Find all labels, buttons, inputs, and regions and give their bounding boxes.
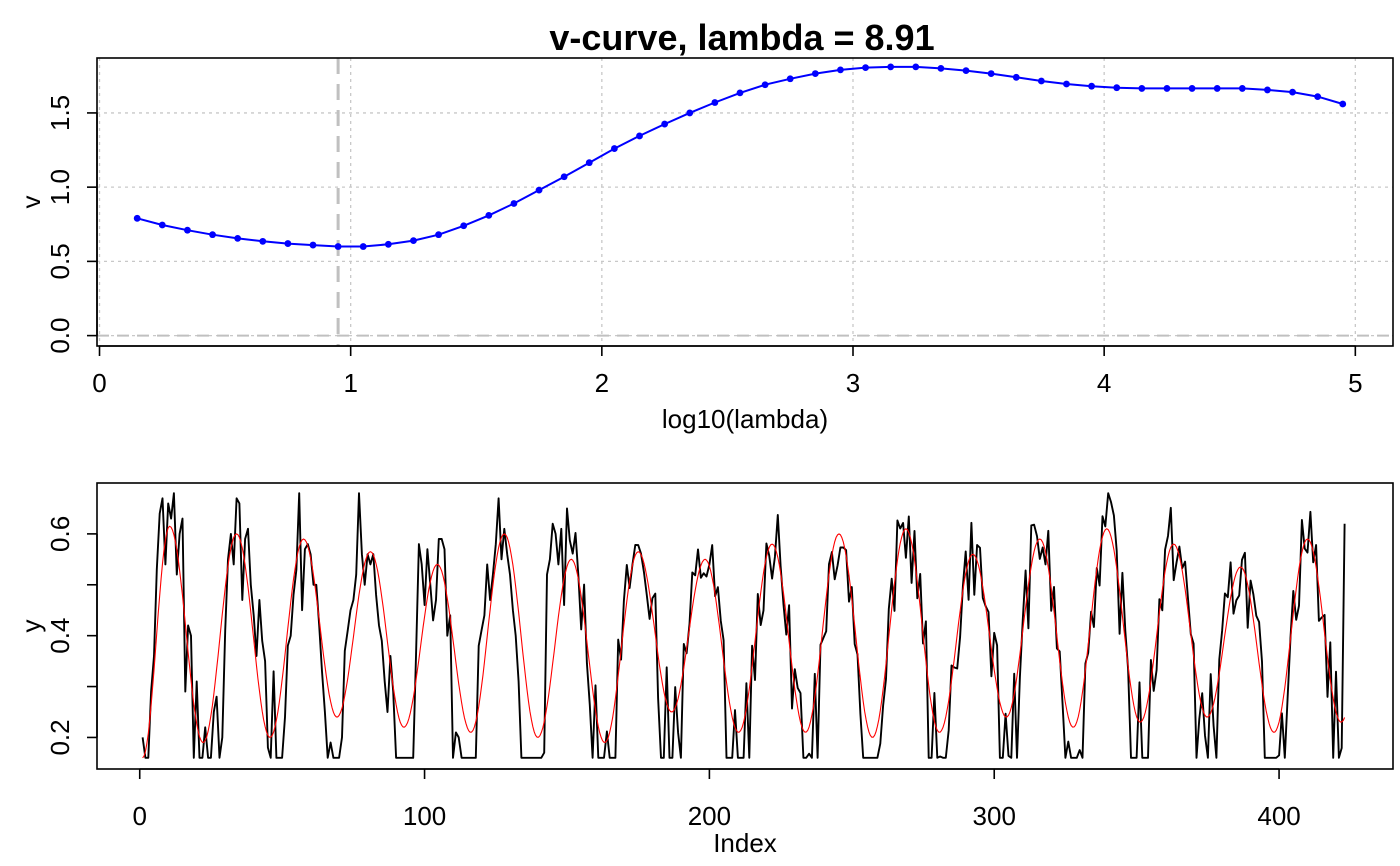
x-tick-label: 2	[595, 368, 609, 398]
v-curve-grid	[97, 58, 1393, 346]
data-point	[585, 159, 593, 167]
plot-frame	[96, 57, 1394, 347]
x-tick-label: 0	[132, 801, 146, 831]
data-point	[234, 234, 242, 242]
data-point	[987, 70, 995, 77]
series-panel: 0 100 200 300 400 0.2 0.4 0.6 Index y	[16, 482, 1394, 858]
x-axis: 0 1 2 3 4 5	[92, 345, 1363, 398]
data-point	[912, 63, 920, 71]
data-point	[460, 222, 468, 230]
data-point	[786, 75, 794, 83]
data-point	[962, 67, 970, 75]
data-point	[1289, 88, 1296, 96]
y-tick-label: 0.4	[45, 618, 75, 654]
data-point	[1037, 77, 1045, 85]
data-point	[560, 173, 568, 181]
data-point	[259, 237, 267, 245]
y-tick-label: 0.2	[45, 719, 75, 755]
data-point	[711, 99, 719, 106]
data-point	[133, 214, 141, 222]
x-tick-label: 400	[1257, 801, 1300, 831]
data-point	[1213, 85, 1221, 92]
data-point	[1088, 82, 1096, 90]
x-tick-label: 1	[343, 368, 357, 398]
x-tick-label: 300	[973, 801, 1016, 831]
x-tick-label: 200	[688, 801, 731, 831]
y-tick-label: 0.0	[45, 318, 75, 354]
chart-title: v-curve, lambda = 8.91	[549, 17, 934, 58]
data-point	[1264, 86, 1271, 94]
y-axis-label: v	[16, 196, 46, 209]
smoothed-series-line	[142, 525, 1346, 759]
x-axis: 0 100 200 300 400	[132, 768, 1301, 831]
data-point	[1113, 84, 1121, 92]
data-point	[334, 243, 342, 250]
data-point	[686, 109, 694, 117]
observed-series-line	[141, 492, 1346, 759]
v-curve-points	[133, 63, 1347, 250]
data-point	[736, 89, 744, 97]
data-point	[535, 186, 543, 194]
data-point	[1238, 85, 1246, 92]
x-tick-label: 100	[403, 801, 446, 831]
data-point	[1063, 80, 1070, 88]
x-axis-label: Index	[713, 828, 777, 858]
y-tick-label: 1.5	[45, 95, 75, 131]
plot-frame	[96, 482, 1394, 770]
data-point	[435, 231, 442, 239]
data-point	[1314, 93, 1322, 100]
y-axis-label: y	[16, 620, 46, 633]
v-curve-reference-lines	[97, 58, 1393, 346]
x-tick-label: 0	[92, 368, 106, 398]
data-point	[359, 243, 367, 250]
data-point	[1163, 85, 1171, 92]
data-point	[811, 70, 819, 77]
data-point	[887, 63, 895, 71]
data-point	[410, 237, 417, 244]
data-point	[309, 241, 317, 249]
data-point	[158, 221, 166, 229]
y-tick-label: 0.5	[45, 243, 75, 279]
data-point	[209, 231, 216, 239]
data-point	[1188, 85, 1196, 92]
data-point	[1012, 73, 1020, 81]
data-point	[636, 132, 643, 140]
data-point	[937, 64, 945, 72]
data-point	[1339, 100, 1347, 108]
x-axis-label: log10(lambda)	[662, 404, 828, 434]
data-point	[837, 66, 844, 74]
data-point	[384, 240, 392, 248]
x-tick-label: 4	[1097, 368, 1111, 398]
data-point	[184, 226, 191, 234]
y-tick-label: 1.0	[45, 169, 75, 205]
v-curve-panel: v-curve, lambda = 8.91 0 1 2 3 4 5 0.0 0.5 1.0 1…	[16, 17, 1394, 434]
data-point	[485, 211, 493, 219]
data-point	[661, 120, 669, 128]
x-tick-label: 5	[1348, 368, 1362, 398]
data-point	[862, 64, 869, 72]
data-point	[510, 200, 518, 207]
y-tick-label: 0.6	[45, 516, 75, 552]
data-point	[1138, 85, 1146, 92]
data-point	[610, 145, 618, 152]
y-axis: 0.2 0.4 0.6	[45, 516, 98, 756]
data-point	[284, 240, 292, 247]
y-axis: 0.0 0.5 1.0 1.5	[45, 95, 98, 354]
x-tick-label: 3	[846, 368, 860, 398]
data-point	[761, 81, 769, 89]
